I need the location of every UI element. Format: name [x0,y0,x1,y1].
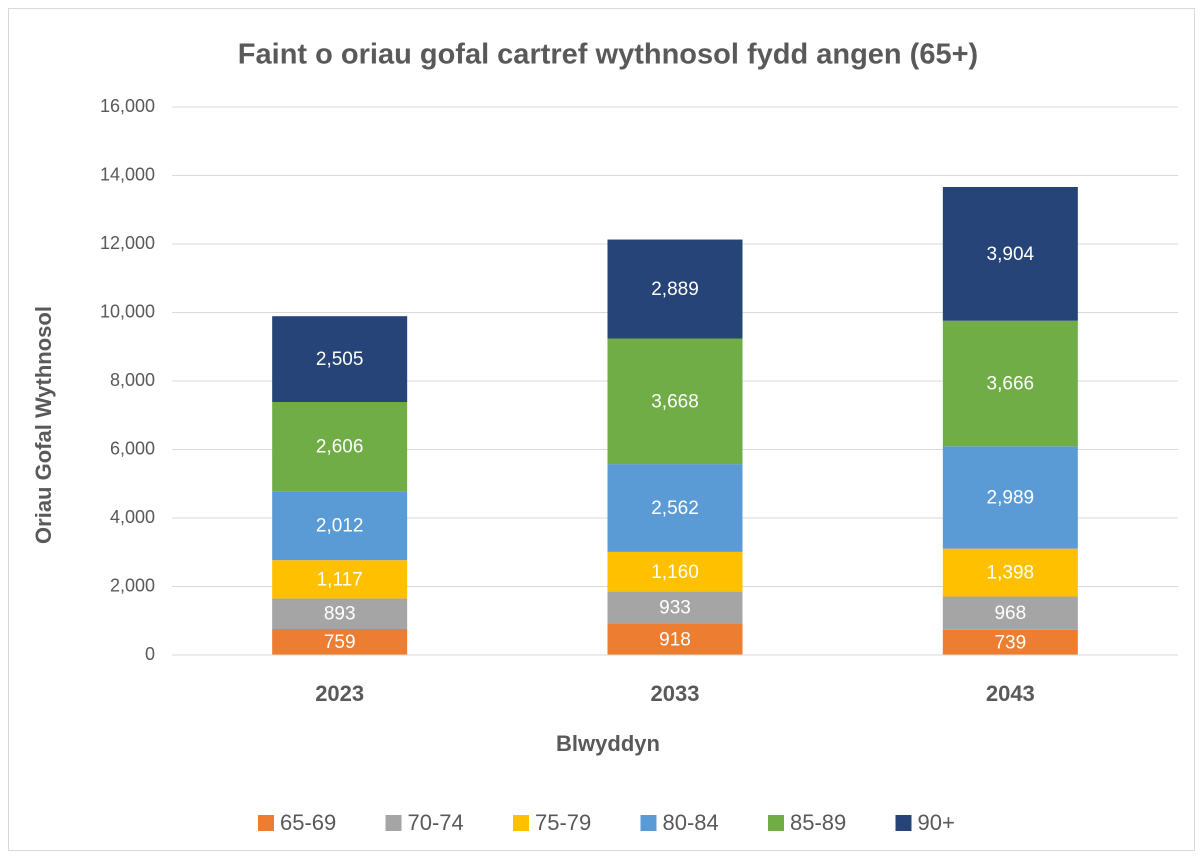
legend-swatch [385,815,402,831]
data-label: 3,668 [651,391,699,412]
x-tick-label: 2023 [315,681,364,706]
legend-label: 80-84 [663,810,719,835]
legend-swatch [768,815,784,831]
legend-swatch [640,815,657,831]
bar-segment [607,464,743,552]
y-tick-label: 12,000 [100,233,155,253]
data-label: 2,505 [316,349,364,370]
bar-segment [942,320,1078,447]
x-axis-title: Blwyddyn [556,731,660,756]
x-tick-label: 2033 [651,681,700,706]
bar-segment [272,491,408,561]
y-tick-label: 2,000 [110,575,155,595]
bar-segment [607,591,743,624]
bar-segment [942,629,1078,655]
bar-segment [607,551,743,592]
data-label: 1,160 [651,562,699,583]
bar-segment [272,629,408,655]
bar-segment [942,596,1078,630]
data-label: 3,666 [987,374,1035,395]
data-label: 2,989 [987,487,1035,508]
data-label: 2,562 [651,498,699,519]
bar-segment [272,598,408,630]
legend-swatch [258,815,274,831]
bar-segment [272,316,408,402]
legend-label: 85-89 [790,810,846,835]
data-label: 1,117 [317,569,363,590]
legend-swatch [513,815,529,831]
bar-segment [607,338,743,465]
y-tick-label: 14,000 [100,164,155,184]
bar-segment [942,548,1078,597]
y-tick-label: 10,000 [100,301,155,321]
data-label: 968 [994,603,1026,624]
legend-label: 75-79 [535,810,591,835]
y-axis-title: Oriau Gofal Wythnosol [31,306,56,544]
legend-label: 90+ [918,810,955,835]
bar-segment [272,401,408,492]
data-label: 2,606 [316,437,364,458]
chart-title: Faint o oriau gofal cartref wythnosol fy… [238,39,978,71]
data-label: 759 [324,632,356,653]
data-label: 2,012 [316,516,364,537]
bar-segment [607,239,743,339]
legend-label: 70-74 [408,810,464,835]
x-tick-label: 2043 [986,681,1035,706]
legend-swatch [895,815,912,831]
data-label: 739 [994,632,1026,653]
legend-label: 65-69 [280,810,336,835]
bar-segment [607,623,743,655]
data-label: 933 [659,598,691,619]
y-tick-label: 0 [145,644,155,664]
bar-segment [942,187,1078,321]
y-tick-label: 4,000 [110,507,155,527]
bar-segment [272,560,408,599]
bar-segment [942,446,1078,549]
data-label: 893 [324,604,356,625]
data-label: 2,889 [651,279,699,300]
data-label: 918 [659,629,691,650]
y-tick-label: 16,000 [100,96,155,116]
y-tick-label: 8,000 [110,370,155,390]
data-label: 3,904 [987,244,1035,265]
data-label: 1,398 [987,563,1035,584]
y-tick-label: 6,000 [110,438,155,458]
